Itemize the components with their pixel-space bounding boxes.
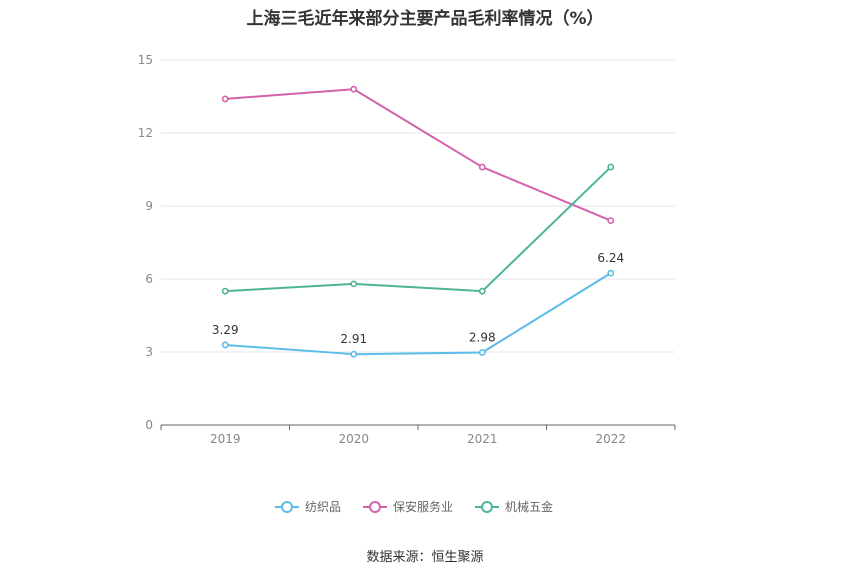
x-tick-label: 2022 [595,432,626,446]
data-label: 2.91 [340,332,367,346]
data-point [221,341,229,349]
data-label: 6.24 [597,251,624,265]
chart-title: 上海三毛近年来部分主要产品毛利率情况（%） [246,9,604,29]
x-tick-label: 2019 [210,432,241,446]
y-tick-label: 12 [138,126,153,140]
data-labels: 3.29 2.91 2.98 6.24 [212,251,624,346]
series-lines [221,85,615,358]
data-point [350,280,358,288]
legend-label: 机械五金 [505,499,553,514]
data-point [221,95,229,103]
legend-label: 保安服务业 [393,499,453,514]
grid-lines [161,59,675,353]
series-line [225,88,612,222]
y-tick-label: 6 [145,272,153,286]
legend-item: 机械五金 [475,499,553,514]
series-line [225,166,612,293]
source-note: 数据来源：恒生聚源 [366,550,484,565]
data-label: 2.98 [469,330,496,344]
data-point [350,350,358,358]
x-tick-label: 2020 [338,432,369,446]
data-label: 3.29 [212,323,239,337]
legend-item: 纺织品 [275,500,341,514]
legend-marker [481,501,493,513]
data-point [350,85,358,93]
y-tick-label: 9 [145,199,153,213]
x-tick-label: 2021 [467,432,498,446]
data-point [478,163,486,171]
data-point [607,269,615,277]
data-point [221,287,229,295]
legend-label: 纺织品 [305,500,341,514]
legend-marker [281,501,293,513]
series-line [225,272,612,356]
series-1 [221,269,615,358]
axes: 0 3 6 9 12 15 2019 2020 2021 2022 [138,53,676,446]
legend-item: 保安服务业 [363,499,453,514]
legend-marker [369,501,381,513]
data-point [478,287,486,295]
data-point [607,163,615,171]
y-tick-label: 3 [145,345,153,359]
series-2 [221,85,615,224]
data-point [607,217,615,224]
y-tick-label: 0 [145,418,153,432]
series-3 [221,163,615,295]
data-point [478,349,486,356]
y-tick-label: 15 [138,53,153,67]
legend: 纺织品 保安服务业 机械五金 [275,499,553,514]
